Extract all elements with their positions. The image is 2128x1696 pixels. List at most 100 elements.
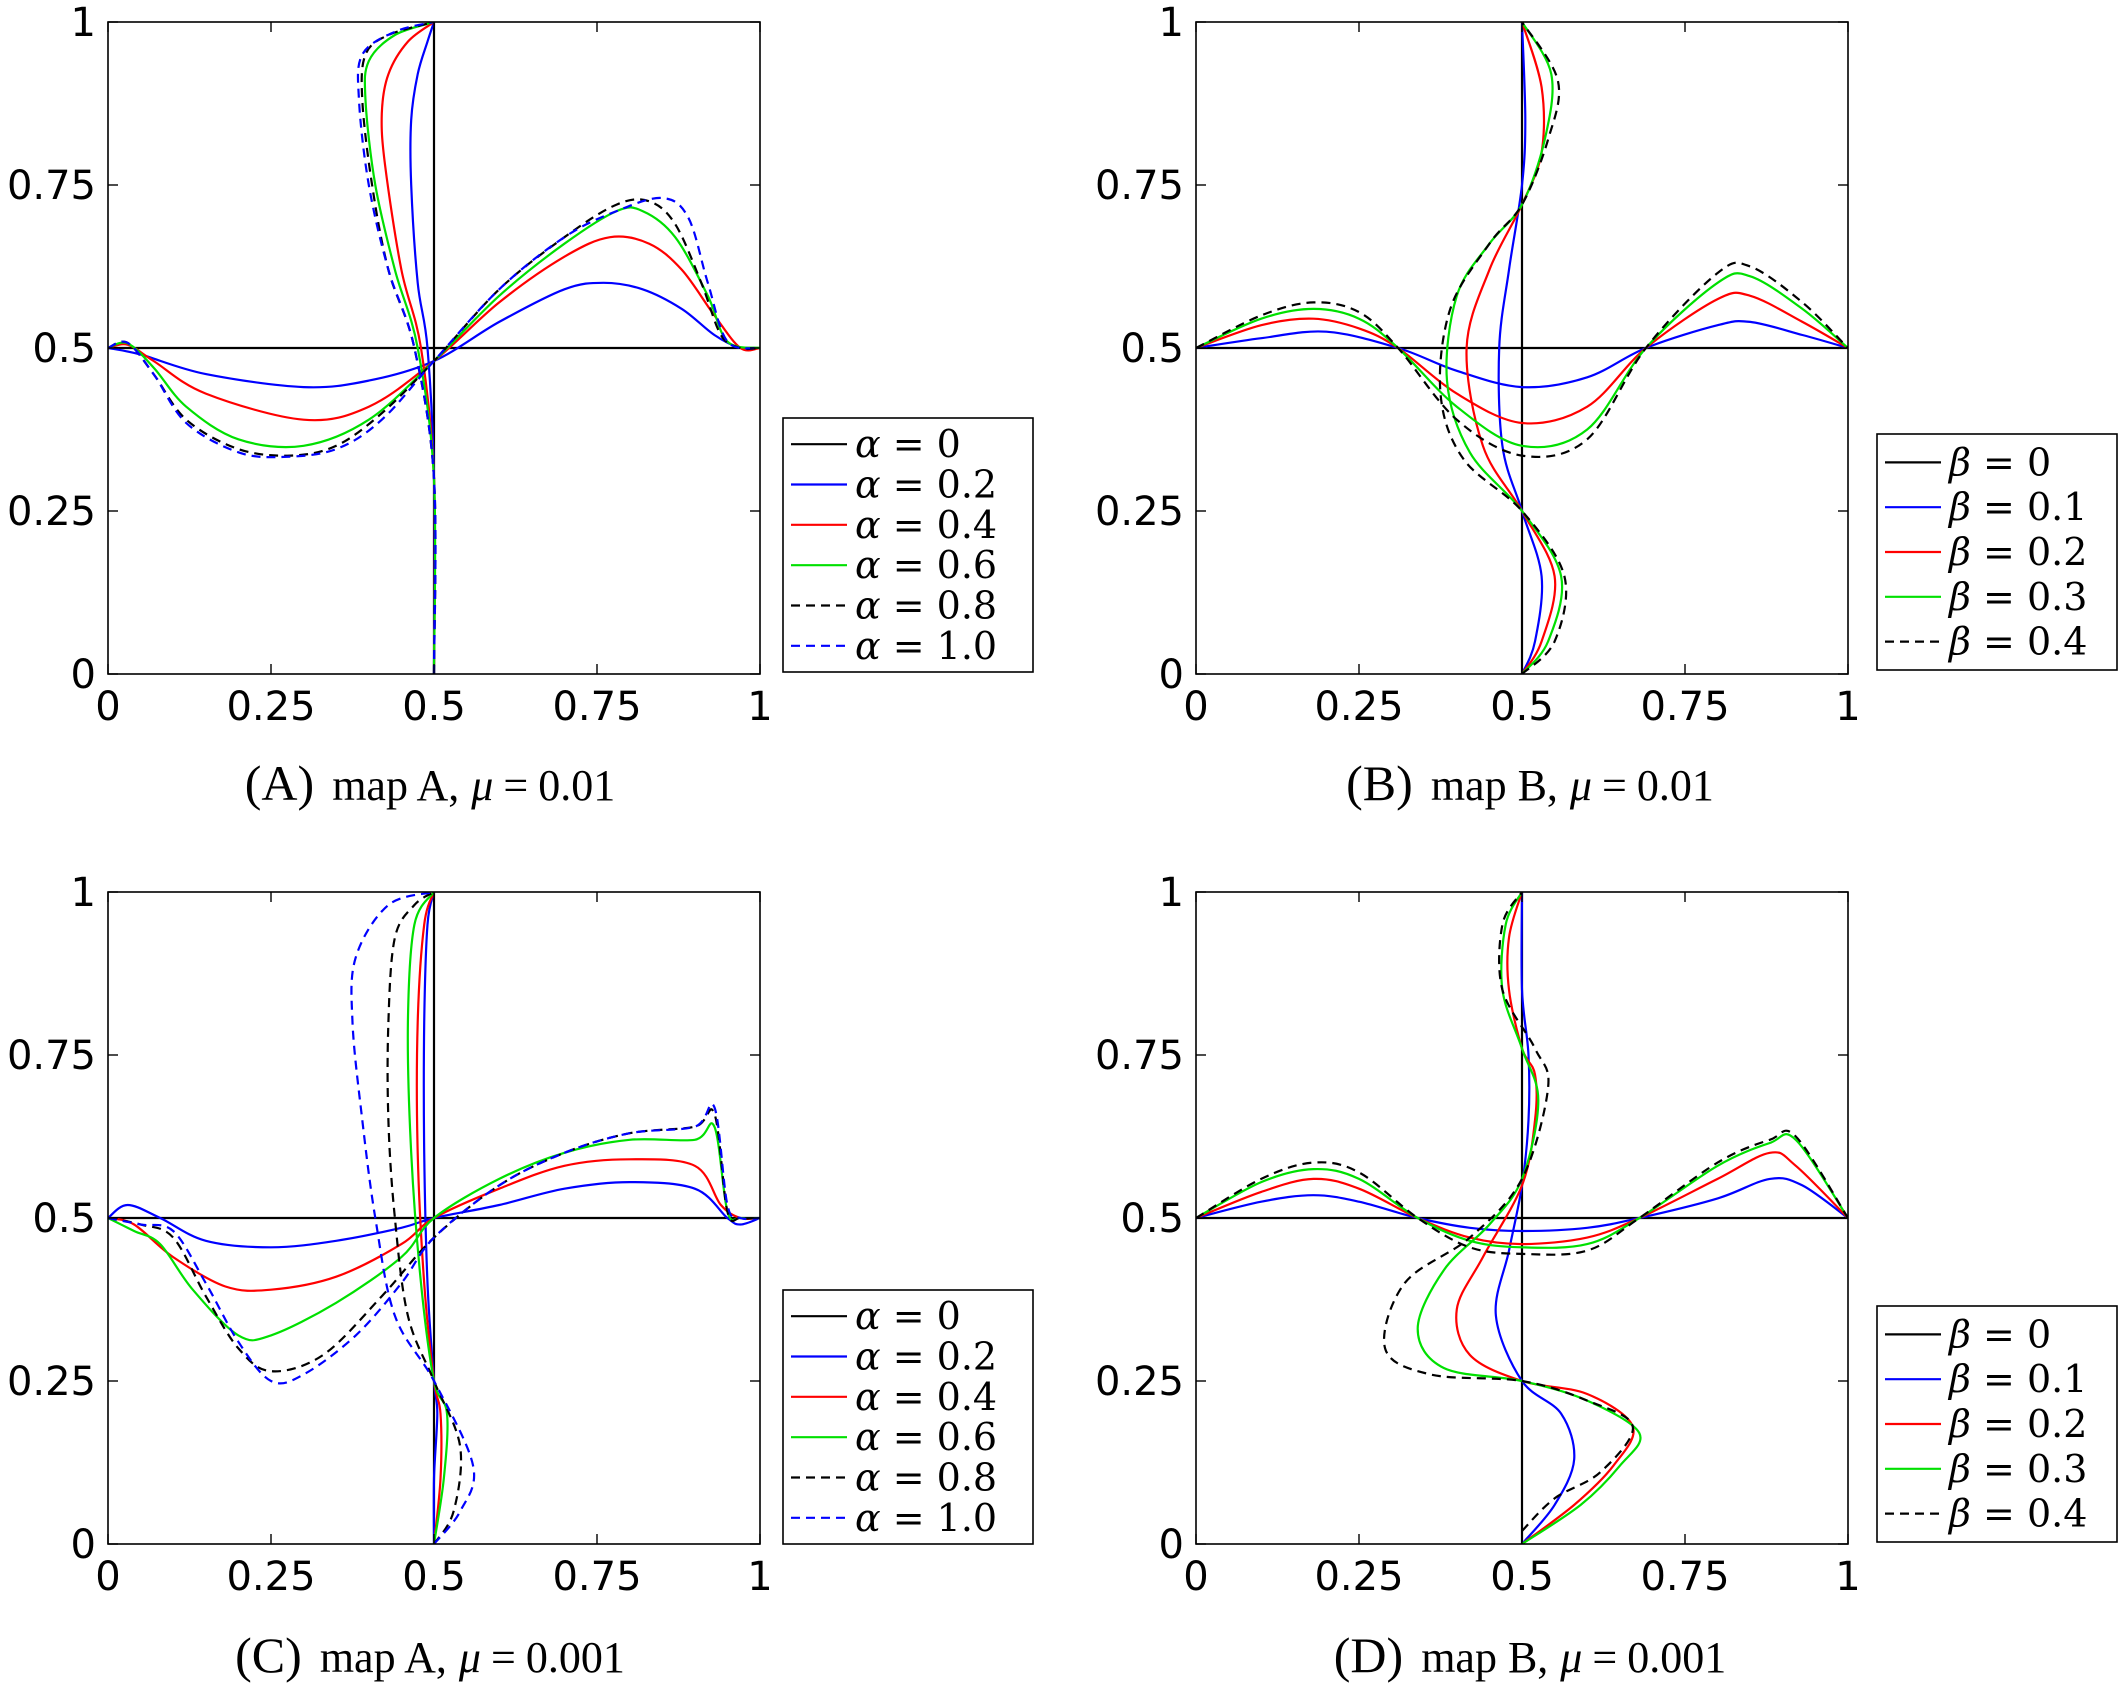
legend-label: α = 0.2 — [855, 1335, 997, 1379]
x-tick-label: 0.25 — [226, 684, 315, 730]
series-line-c-4-branch-1 — [386, 892, 463, 1544]
x-tick-label: 1 — [747, 1554, 772, 1600]
x-tick-label: 1 — [1835, 1554, 1860, 1600]
legend-label: α = 0.4 — [855, 1375, 997, 1419]
x-tick-label: 0.25 — [1314, 684, 1403, 730]
y-tick-label: 0.75 — [7, 163, 96, 209]
x-tick-label: 0.75 — [552, 684, 641, 730]
x-tick-label: 0.25 — [226, 1554, 315, 1600]
legend-label: β = 0.2 — [1947, 530, 2087, 574]
y-tick-label: 1 — [71, 0, 96, 46]
legend-label: α = 0.4 — [855, 503, 997, 547]
series-line-c-5-branch-0 — [108, 1103, 760, 1385]
series-line-c-2-branch-1 — [415, 892, 443, 1544]
series-line-a-3-branch-0 — [108, 206, 760, 449]
series-line-d-1-branch-1 — [1494, 892, 1576, 1544]
series-line-b-2-branch-1 — [1465, 22, 1557, 674]
y-tick-label: 0.5 — [1120, 326, 1184, 372]
x-tick-label: 0 — [1183, 1554, 1208, 1600]
x-tick-label: 0.5 — [1490, 1554, 1554, 1600]
legend-label: α = 0 — [855, 422, 961, 466]
x-tick-label: 0.75 — [1640, 1554, 1729, 1600]
panel-caption: (C) map A, μ = 0.001 — [235, 1627, 625, 1683]
series-line-c-4-branch-0 — [108, 1108, 760, 1373]
legend-label: β = 0.4 — [1947, 620, 2087, 664]
legend-label: β = 0.4 — [1947, 1492, 2087, 1536]
legend-label: α = 1.0 — [855, 624, 997, 668]
y-tick-label: 1 — [1159, 870, 1184, 916]
legend: α = 0α = 0.2α = 0.4α = 0.6α = 0.8α = 1.0 — [782, 1289, 1034, 1545]
series-line-a-2-branch-0 — [108, 235, 760, 422]
series-line-a-5-branch-0 — [108, 196, 760, 459]
series-line-a-1-branch-0 — [108, 281, 760, 389]
series-line-d-3-branch-0 — [1196, 1133, 1848, 1249]
series-line-d-2-branch-0 — [1196, 1151, 1848, 1246]
legend-label: α = 0.6 — [855, 543, 997, 587]
series-line-c-3-branch-1 — [406, 892, 449, 1544]
y-tick-label: 0.75 — [1095, 1033, 1184, 1079]
y-tick-label: 0 — [1159, 1522, 1184, 1568]
series-line-c-5-branch-1 — [350, 892, 476, 1544]
x-tick-label: 0.5 — [402, 684, 466, 730]
y-tick-label: 0.25 — [7, 489, 96, 535]
legend: β = 0β = 0.1β = 0.2β = 0.3β = 0.4 — [1876, 433, 2118, 671]
legend-box — [782, 417, 1034, 673]
legend-label: β = 0.2 — [1947, 1402, 2087, 1446]
x-tick-label: 0.75 — [1640, 684, 1729, 730]
plot-area — [1196, 22, 1848, 674]
legend-label: α = 0.6 — [855, 1415, 997, 1459]
legend-label: α = 0.2 — [855, 463, 997, 507]
legend-label: β = 0 — [1947, 1312, 2051, 1356]
x-tick-label: 1 — [1835, 684, 1860, 730]
y-tick-label: 0.25 — [1095, 1359, 1184, 1405]
x-tick-label: 1 — [747, 684, 772, 730]
legend-box — [782, 1289, 1034, 1545]
legend-label: α = 0 — [855, 1294, 961, 1338]
legend: α = 0α = 0.2α = 0.4α = 0.6α = 0.8α = 1.0 — [782, 417, 1034, 673]
series-line-d-4-branch-0 — [1196, 1129, 1848, 1256]
y-tick-label: 0 — [1159, 652, 1184, 698]
series-line-b-1-branch-0 — [1196, 319, 1848, 389]
x-tick-label: 0.5 — [402, 1554, 466, 1600]
legend-label: α = 0.8 — [855, 584, 997, 628]
y-tick-label: 0.5 — [32, 1196, 96, 1242]
series-line-d-1-branch-0 — [1196, 1176, 1848, 1233]
y-tick-label: 1 — [71, 870, 96, 916]
y-tick-label: 0.5 — [1120, 1196, 1184, 1242]
series-line-b-3-branch-0 — [1196, 272, 1848, 449]
legend-label: β = 0.3 — [1947, 575, 2087, 619]
legend-label: β = 0.1 — [1947, 485, 2087, 529]
y-tick-label: 0.25 — [7, 1359, 96, 1405]
series-line-c-3-branch-0 — [108, 1122, 760, 1342]
plot-area — [1196, 892, 1848, 1544]
series-line-b-1-branch-1 — [1497, 22, 1544, 674]
x-tick-label: 0 — [95, 1554, 120, 1600]
legend-label: α = 0.8 — [855, 1456, 997, 1500]
series-line-b-4-branch-0 — [1196, 261, 1848, 458]
x-tick-label: 0.5 — [1490, 684, 1554, 730]
x-tick-label: 0 — [95, 684, 120, 730]
y-tick-label: 1 — [1159, 0, 1184, 46]
series-line-b-2-branch-0 — [1196, 291, 1848, 425]
panel-caption: (D) map B, μ = 0.001 — [1334, 1627, 1726, 1683]
y-tick-label: 0.25 — [1095, 489, 1184, 535]
legend-label: β = 0.3 — [1947, 1447, 2087, 1491]
legend: β = 0β = 0.1β = 0.2β = 0.3β = 0.4 — [1876, 1305, 2118, 1543]
series-line-d-3-branch-1 — [1416, 892, 1642, 1544]
series-line-b-3-branch-1 — [1445, 22, 1564, 674]
x-tick-label: 0.75 — [552, 1554, 641, 1600]
legend-label: α = 1.0 — [855, 1496, 997, 1540]
legend-label: β = 0.1 — [1947, 1357, 2087, 1401]
panel-caption: (B) map B, μ = 0.01 — [1346, 755, 1714, 811]
series-line-c-1-branch-1 — [422, 892, 439, 1544]
x-tick-label: 0.25 — [1314, 1554, 1403, 1600]
panel-caption: (A) map A, μ = 0.01 — [245, 755, 615, 811]
plot-area — [108, 892, 760, 1544]
y-tick-label: 0.75 — [1095, 163, 1184, 209]
y-tick-label: 0.5 — [32, 326, 96, 372]
